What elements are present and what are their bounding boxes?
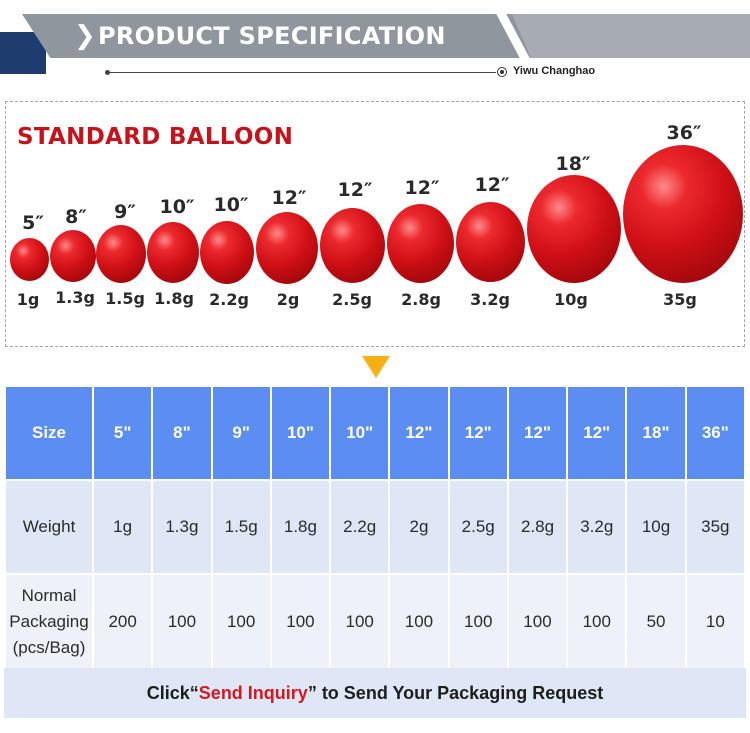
balloon-image [256,212,318,284]
table-cell: 5" [91,385,154,481]
balloon-size-label: 36″ [666,122,702,144]
balloon-panel-title: STANDARD BALLOON [17,124,294,150]
target-circle-icon [497,67,507,77]
balloon-weight-label: 2.5g [332,290,372,309]
table-row-weight: Weight 1g 1.3g 1.5g 1.8g 2.2g 2g 2.5g 2.… [4,479,747,575]
balloon-image [147,222,199,283]
table-cell: 2g [388,479,450,575]
balloon-weight-label: 2g [276,290,300,309]
table-cell: 100 [506,573,569,670]
table-cell: 12" [506,385,569,481]
inquiry-suffix: ” to Send Your Packaging Request [307,683,604,703]
table-cell: 35g [684,479,747,575]
balloon-image [10,238,49,281]
table-cell: 2.5g [447,479,509,575]
balloon-image [387,204,454,283]
table-row-packaging: Normal Packaging (pcs/Bag) 200 100 100 1… [4,573,747,670]
header-banner-tail [512,14,750,58]
table-cell: 100 [151,573,213,670]
balloon-weight-label: 1g [16,290,40,309]
balloon-size-label: 18″ [555,153,591,175]
table-cell: 100 [447,573,509,670]
balloon-size-label: 12″ [404,177,440,199]
table-cell: 1.8g [269,479,332,575]
balloon-image [50,230,96,282]
send-inquiry-link[interactable]: Send Inquiry [198,683,308,703]
balloon-size-label: 12″ [474,174,510,196]
table-cell: 10" [269,385,332,481]
balloon-image [96,225,146,283]
table-cell: 1.5g [210,479,272,575]
header-rule [106,72,496,73]
balloon-size-label: 12″ [337,179,373,201]
table-cell: 12" [388,385,450,481]
table-cell: 100 [269,573,332,670]
table-cell: 50 [625,573,687,670]
balloon-image [456,202,525,282]
balloon-size-label: 9″ [114,201,136,223]
table-row-size: Size 5" 8" 9" 10" 10" 12" 12" 12" 12" 18… [4,385,747,481]
inquiry-prefix: Click“ [146,683,199,703]
table-cell: 9" [210,385,272,481]
balloon-image [623,145,743,283]
table-cell: 100 [388,573,450,670]
brand-name: Yiwu Changhao [513,65,596,77]
balloon-weight-label: 2.2g [209,290,249,309]
row-label-weight: Weight [4,479,94,575]
table-cell: 2.2g [329,479,391,575]
table-cell: 100 [210,573,272,670]
table-cell: 12" [566,385,628,481]
triangle-down-icon [362,356,390,378]
table-cell: 10" [329,385,391,481]
page-title: PRODUCT SPECIFICATION [98,22,446,50]
balloon-size-label: 12″ [271,187,307,209]
table-cell: 2.8g [506,479,569,575]
balloon-size-label: 8″ [65,206,87,228]
table-cell: 12" [447,385,509,481]
balloon-image [527,175,621,283]
row-label-line: Normal [21,585,77,605]
balloon-weight-label: 3.2g [470,290,510,309]
balloon-size-label: 10″ [213,194,249,216]
table-cell: 18" [625,385,687,481]
table-cell: 1.3g [151,479,213,575]
table-cell: 8" [151,385,213,481]
chevron-right-icon: ❯ [74,21,96,51]
inquiry-banner: Click“Send Inquiry” to Send Your Packagi… [4,668,746,718]
table-cell: 3.2g [566,479,628,575]
row-label-packaging: Normal Packaging (pcs/Bag) [4,573,94,670]
table-cell: 200 [91,573,154,670]
balloon-weight-label: 1.3g [55,288,95,307]
table-cell: 10g [625,479,687,575]
balloon-weight-label: 1.8g [154,289,194,308]
table-cell: 100 [329,573,391,670]
balloon-weight-label: 2.8g [401,290,441,309]
balloon-panel [5,101,745,347]
row-label-line: (pcs/Bag) [12,637,86,657]
table-cell: 36" [684,385,747,481]
table-cell: 100 [566,573,628,670]
balloon-weight-label: 1.5g [105,289,145,308]
spec-table: Size 5" 8" 9" 10" 10" 12" 12" 12" 12" 18… [4,385,747,670]
balloon-image [320,208,385,283]
balloon-image [200,221,254,284]
table-cell: 10 [684,573,747,670]
row-label-size: Size [4,385,94,481]
balloon-weight-label: 35g [663,290,697,309]
table-cell: 1g [91,479,154,575]
balloon-weight-label: 10g [554,290,588,309]
balloon-size-label: 5″ [22,212,44,234]
balloon-size-label: 10″ [159,196,195,218]
row-label-line: Packaging [9,611,89,631]
